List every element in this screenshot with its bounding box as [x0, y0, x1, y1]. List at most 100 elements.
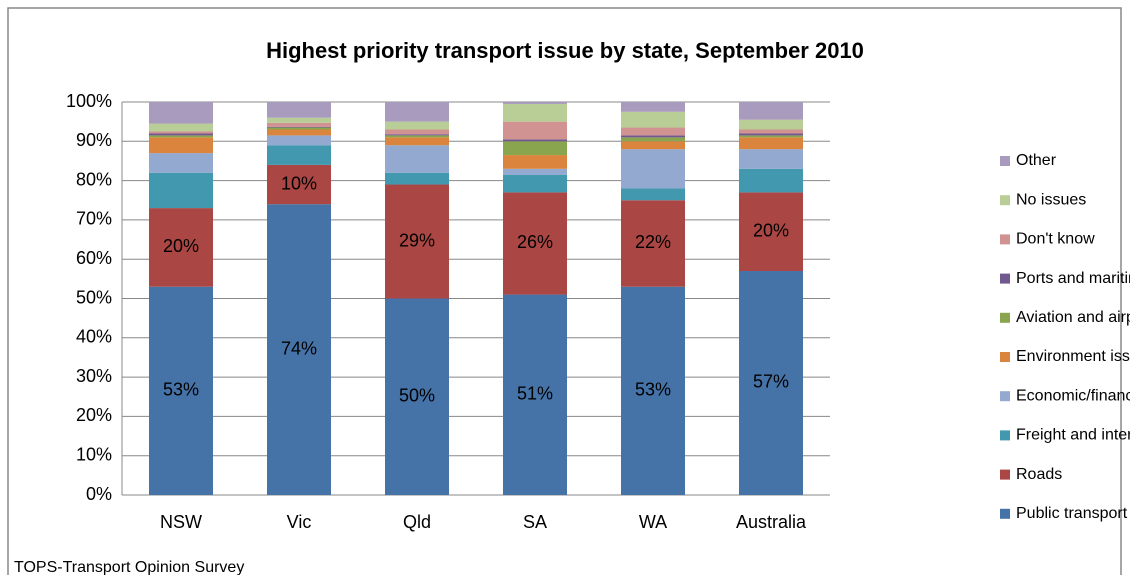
bar-segment — [739, 129, 803, 134]
legend-label: Environment issues — [1016, 348, 1130, 365]
legend-swatch — [1000, 234, 1010, 245]
bar-segment — [621, 127, 685, 136]
bar-segment — [621, 137, 685, 142]
bar-segment — [149, 137, 213, 154]
bar-segment — [385, 121, 449, 130]
legend-swatch — [1000, 312, 1010, 323]
data-label: 53% — [163, 380, 199, 400]
legend-label: Other — [1016, 152, 1057, 169]
data-label: 50% — [399, 386, 435, 406]
bar-segment — [267, 129, 331, 136]
bar-segment — [149, 153, 213, 173]
bar-segment — [149, 286, 213, 495]
bar-segment — [149, 102, 213, 124]
x-tick-label: SA — [523, 512, 547, 532]
bar-segment — [739, 102, 803, 120]
legend-swatch — [1000, 156, 1010, 166]
legend-label: Roads — [1016, 466, 1062, 483]
data-label: 22% — [635, 232, 671, 252]
legend-label: Ports and maritime — [1016, 270, 1130, 287]
bar-segment — [621, 286, 685, 495]
bar-segment — [503, 103, 567, 122]
bar-segment — [267, 122, 331, 127]
bar-segment — [385, 172, 449, 185]
source-note: TOPS-Transport Opinion Survey — [14, 559, 244, 575]
y-tick-label: 10% — [76, 444, 112, 464]
bar-segment — [503, 121, 567, 140]
legend-label: Freight and interstate rail — [1016, 427, 1130, 444]
bar-segment — [503, 102, 567, 104]
bar-segment — [385, 135, 449, 138]
y-tick-label: 20% — [76, 405, 112, 425]
bar-segment — [739, 270, 803, 495]
legend-swatch — [1000, 352, 1010, 362]
bar-segment — [149, 172, 213, 209]
bar-segment — [267, 145, 331, 165]
bar-segment — [385, 298, 449, 495]
y-tick-label: 80% — [76, 169, 112, 189]
bar-segment — [385, 137, 449, 146]
bar-segment — [621, 111, 685, 128]
bar-segment — [739, 135, 803, 138]
legend-label: No issues — [1016, 191, 1086, 208]
x-tick-label: Qld — [403, 512, 431, 532]
y-tick-label: 30% — [76, 366, 112, 386]
bar-segment — [503, 139, 567, 142]
chart-title: Highest priority transport issue by stat… — [266, 38, 864, 63]
bar-segment — [149, 135, 213, 138]
data-label: 53% — [635, 380, 671, 400]
legend-swatch — [1000, 469, 1010, 480]
data-label: 57% — [753, 372, 789, 392]
data-label: 20% — [163, 236, 199, 256]
data-label: 74% — [281, 338, 317, 358]
bar-segment — [621, 200, 685, 287]
bar-segment — [739, 137, 803, 150]
bar-segment — [267, 127, 331, 130]
data-label: 10% — [281, 173, 317, 193]
bar-segment — [503, 192, 567, 295]
y-tick-label: 100% — [66, 91, 112, 111]
x-tick-label: WA — [639, 512, 667, 532]
x-tick-label: Australia — [736, 512, 807, 532]
x-tick-label: NSW — [160, 512, 202, 532]
bar-segment — [739, 149, 803, 169]
bar-segment — [739, 192, 803, 271]
bar-segment — [621, 135, 685, 138]
x-tick-label: Vic — [287, 512, 312, 532]
legend-swatch — [1000, 195, 1010, 206]
legend-label: Aviation and airports — [1016, 309, 1130, 326]
y-tick-label: 60% — [76, 248, 112, 268]
bar-segment — [385, 134, 449, 136]
bar-segment — [149, 131, 213, 134]
y-tick-label: 50% — [76, 287, 112, 307]
bar-segment — [503, 294, 567, 495]
bar-segment — [503, 174, 567, 193]
bar-segment — [267, 135, 331, 146]
bar-segment — [385, 102, 449, 122]
data-label: 51% — [517, 384, 553, 404]
bar-segment — [621, 141, 685, 150]
data-label: 29% — [399, 230, 435, 250]
bar-segment — [149, 133, 213, 136]
bar-segment — [385, 129, 449, 135]
legend-swatch — [1000, 430, 1010, 441]
legend-swatch — [1000, 391, 1010, 402]
legend-label: Don't know — [1016, 231, 1095, 248]
bar-segment — [385, 184, 449, 299]
legend-label: Public transport — [1016, 505, 1128, 522]
legend-label: Economic/financial issues — [1016, 387, 1130, 404]
bar-segment — [739, 168, 803, 193]
bar-segment — [503, 141, 567, 156]
y-tick-label: 40% — [76, 327, 112, 347]
data-label: 20% — [753, 220, 789, 240]
bar-segment — [621, 102, 685, 112]
bar-segment — [621, 188, 685, 201]
legend-swatch — [1000, 508, 1010, 519]
y-tick-label: 0% — [86, 484, 112, 504]
y-tick-label: 70% — [76, 209, 112, 229]
bar-segment — [267, 102, 331, 118]
bar-segment — [267, 204, 331, 495]
bar-segment — [621, 149, 685, 189]
y-tick-label: 90% — [76, 130, 112, 150]
bar-segment — [149, 208, 213, 287]
